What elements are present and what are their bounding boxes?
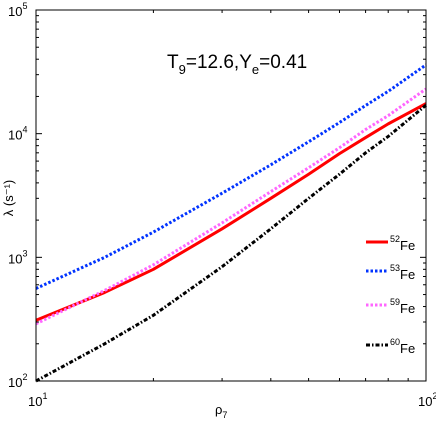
legend-element: Fe xyxy=(400,341,415,356)
y-axis-text: λ (s⁻¹) xyxy=(1,180,16,216)
annotation-t: T xyxy=(167,52,179,73)
x-tick-base: 10 xyxy=(418,394,432,409)
y-tick-exponent: 4 xyxy=(22,125,27,135)
legend-label-60fe: 60Fe xyxy=(390,337,415,356)
legend-label-52fe: 52Fe xyxy=(390,234,415,253)
y-tick-base: 10 xyxy=(8,128,22,143)
plot-background xyxy=(36,10,426,381)
x-tick-base: 10 xyxy=(28,394,42,409)
x-tick-exponent: 2 xyxy=(432,391,436,401)
y-tick-exponent: 5 xyxy=(22,1,27,11)
x-axis-subscript: 7 xyxy=(222,410,227,420)
y-tick-label: 102 xyxy=(8,372,27,390)
y-tick-label: 105 xyxy=(8,1,27,19)
y-tick-label: 104 xyxy=(8,125,27,143)
axes-layer xyxy=(35,9,427,382)
y-tick-base: 10 xyxy=(8,251,22,266)
annotation-t-subscript: 9 xyxy=(179,62,186,77)
x-axis-label: ρ7 xyxy=(215,402,227,420)
ticks-layer xyxy=(35,10,426,382)
legend-mass: 59 xyxy=(390,297,400,307)
series-line-52fe xyxy=(35,102,427,322)
y-tick-exponent: 2 xyxy=(22,372,27,382)
plot-area xyxy=(36,10,426,381)
y-axis-label: λ (s⁻¹) xyxy=(1,180,16,216)
legend-mass: 52 xyxy=(390,234,400,244)
legend-label-53fe: 53Fe xyxy=(390,263,415,282)
y-tick-label: 103 xyxy=(8,248,27,266)
series-layer xyxy=(35,63,427,383)
annotation-y-subscript: e xyxy=(252,62,259,77)
y-tick-base: 10 xyxy=(8,4,22,19)
y-tick-exponent: 3 xyxy=(22,248,27,258)
series-line-59fe xyxy=(35,87,427,326)
x-tick-label: 101 xyxy=(28,391,47,409)
legend-element: Fe xyxy=(400,238,415,253)
legend-element: Fe xyxy=(400,267,415,282)
legend-label-59fe: 59Fe xyxy=(390,297,415,316)
annotation-t-value: =12.6, xyxy=(186,52,239,73)
annotation-y-value: =0.41 xyxy=(259,52,307,73)
legend-mass: 60 xyxy=(390,337,400,347)
x-tick-label: 102 xyxy=(418,391,436,409)
x-tick-exponent: 1 xyxy=(42,391,47,401)
y-tick-base: 10 xyxy=(8,375,22,390)
series-line-60fe xyxy=(35,104,427,383)
legend-element: Fe xyxy=(400,301,415,316)
legend-mass: 53 xyxy=(390,263,400,273)
annotation-y: Y xyxy=(239,52,252,73)
x-axis-symbol: ρ xyxy=(215,402,222,417)
annotation-text: T9=12.6,Ye=0.41 xyxy=(167,52,307,77)
axes-frame xyxy=(35,9,427,382)
